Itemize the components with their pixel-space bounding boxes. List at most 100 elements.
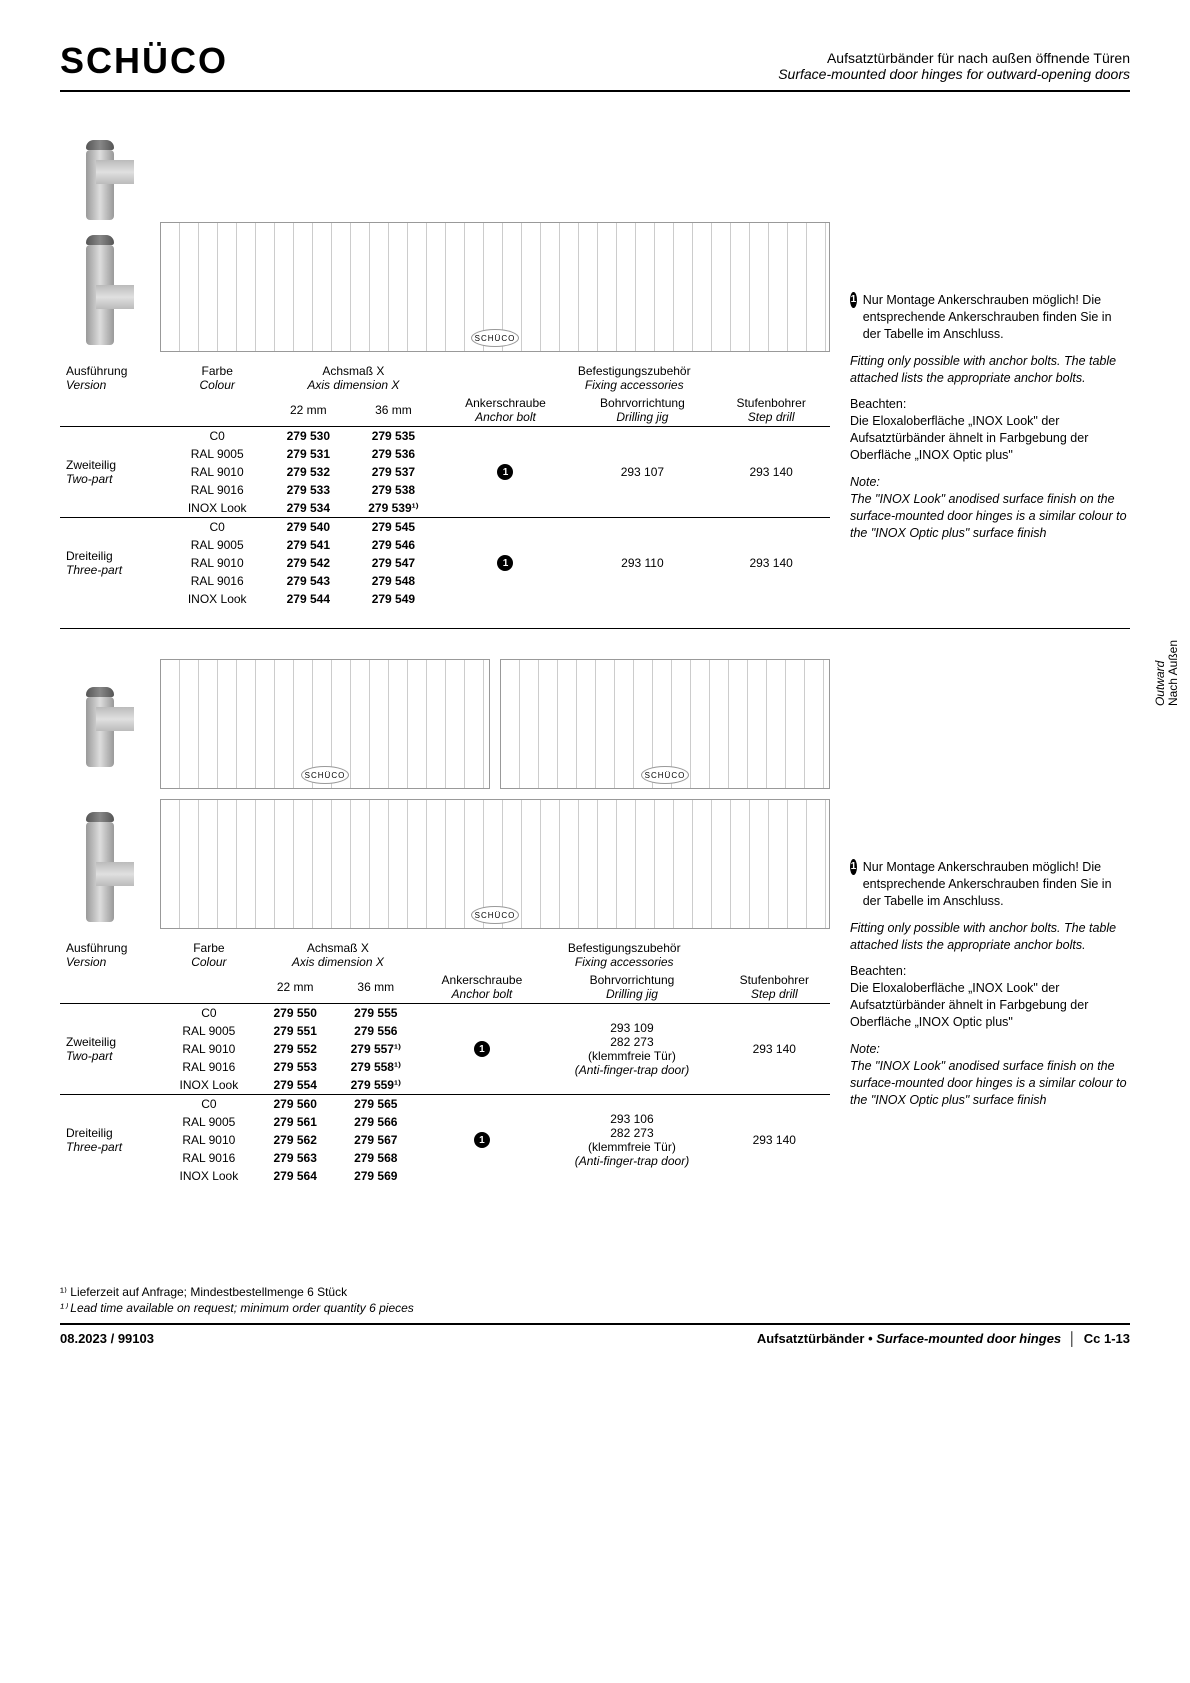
part-36mm: 279 548 <box>348 572 438 590</box>
part-22mm: 279 543 <box>268 572 348 590</box>
colour-cell: RAL 9010 <box>166 554 268 572</box>
hdr-22mm: 22 mm <box>268 394 348 427</box>
colour-cell: RAL 9010 <box>166 463 268 481</box>
part-36mm: 279 555 <box>333 1004 418 1023</box>
part-36mm: 279 546 <box>348 536 438 554</box>
part-36mm: 279 566 <box>333 1113 418 1131</box>
profile-diagram-2a <box>160 659 490 789</box>
step-cell: 293 140 <box>719 1095 830 1186</box>
part-22mm: 279 552 <box>257 1040 333 1058</box>
part-36mm: 279 567 <box>333 1131 418 1149</box>
version-cell: DreiteiligThree-part <box>60 518 166 609</box>
anchor-cell: 1 <box>418 1004 545 1095</box>
hdr-drill-en: Drilling jig <box>616 410 668 424</box>
colour-cell: INOX Look <box>160 1167 257 1185</box>
anchor-cell: 1 <box>438 518 572 609</box>
part-36mm: 279 557¹⁾ <box>333 1040 418 1058</box>
step-cell: 293 140 <box>712 427 830 518</box>
part-36mm: 279 537 <box>348 463 438 481</box>
part-36mm: 279 549 <box>348 590 438 608</box>
hinge-image-two-part <box>60 112 140 212</box>
note1b-de: Nur Montage Ankerschrauben möglich! Die … <box>863 859 1130 910</box>
part-22mm: 279 564 <box>257 1167 333 1185</box>
part-22mm: 279 562 <box>257 1131 333 1149</box>
section-1: AusführungVersion FarbeColour Achsmaß XA… <box>60 112 1130 629</box>
part-22mm: 279 554 <box>257 1076 333 1095</box>
header-title-en: Surface-mounted door hinges for outward-… <box>778 66 1130 82</box>
hdr-36mm: 36 mm <box>348 394 438 427</box>
profile-diagram-2c <box>160 799 830 929</box>
part-36mm: 279 565 <box>333 1095 418 1114</box>
table-row: ZweiteiligTwo-partC0279 550279 5551293 1… <box>60 1004 830 1023</box>
section-2-left: AusführungVersion FarbeColour Achsmaß XA… <box>60 659 830 1185</box>
hdr-fixing-en: Fixing accessories <box>585 378 684 392</box>
part-36mm: 279 536 <box>348 445 438 463</box>
step-cell: 293 140 <box>719 1004 830 1095</box>
colour-cell: C0 <box>166 518 268 537</box>
part-36mm: 279 559¹⁾ <box>333 1076 418 1095</box>
side-tab-en: Outward <box>1153 661 1167 706</box>
hinge-image-two-part-2 <box>60 659 140 759</box>
hdr-version-de: Ausführung <box>66 364 127 378</box>
hdr-drill-de: Bohrvorrichtung <box>600 396 685 410</box>
part-36mm: 279 558¹⁾ <box>333 1058 418 1076</box>
part-22mm: 279 551 <box>257 1022 333 1040</box>
footer-right: Aufsatztürbänder • Surface-mounted door … <box>757 1331 1130 1346</box>
colour-cell: RAL 9005 <box>160 1113 257 1131</box>
footnote-de: ¹⁾ Lieferzeit auf Anfrage; Mindestbestel… <box>60 1285 1130 1299</box>
hdr-fixing-de: Befestigungszubehör <box>578 364 691 378</box>
note-bullet-1-icon: 1 <box>850 292 857 308</box>
colour-cell: INOX Look <box>160 1076 257 1095</box>
part-22mm: 279 530 <box>268 427 348 446</box>
jig-cell: 293 109282 273(klemmfreie Tür)(Anti-fing… <box>545 1004 718 1095</box>
table-2: AusführungVersion FarbeColour Achsmaß XA… <box>60 939 830 1185</box>
version-cell: ZweiteiligTwo-part <box>60 1004 160 1095</box>
table-1: AusführungVersion FarbeColour Achsmaß XA… <box>60 362 830 608</box>
part-22mm: 279 533 <box>268 481 348 499</box>
hdr-version-en: Version <box>66 378 106 392</box>
part-36mm: 279 535 <box>348 427 438 446</box>
anchor-cell: 1 <box>438 427 572 518</box>
section-2: AusführungVersion FarbeColour Achsmaß XA… <box>60 659 1130 1205</box>
hdr-axis-de: Achsmaß X <box>322 364 384 378</box>
footnote-en: ¹⁾ Lead time available on request; minim… <box>60 1301 1130 1315</box>
part-22mm: 279 544 <box>268 590 348 608</box>
hdr-colour-de: Farbe <box>202 364 233 378</box>
part-36mm: 279 568 <box>333 1149 418 1167</box>
table-row: ZweiteiligTwo-partC0279 530279 5351293 1… <box>60 427 830 446</box>
profile-diagram-2b <box>500 659 830 789</box>
colour-cell: RAL 9005 <box>160 1022 257 1040</box>
side-tab-de: Nach Außen <box>1166 640 1180 706</box>
colour-cell: INOX Look <box>166 590 268 608</box>
colour-cell: INOX Look <box>166 499 268 518</box>
colour-cell: RAL 9016 <box>160 1149 257 1167</box>
colour-cell: RAL 9005 <box>166 536 268 554</box>
note2-en: The "INOX Look" anodised surface finish … <box>850 492 1127 540</box>
header-title-de: Aufsatztürbänder für nach außen öffnende… <box>778 50 1130 66</box>
hdr-step-en: Step drill <box>748 410 795 424</box>
hdr-anchor-de: Ankerschraube <box>465 396 546 410</box>
page-header: SCHÜCO Aufsatztürbänder für nach außen ö… <box>60 40 1130 92</box>
part-36mm: 279 569 <box>333 1167 418 1185</box>
part-22mm: 279 550 <box>257 1004 333 1023</box>
part-36mm: 279 545 <box>348 518 438 537</box>
part-22mm: 279 553 <box>257 1058 333 1076</box>
part-22mm: 279 542 <box>268 554 348 572</box>
side-tab: Outward Nach Außen <box>1154 640 1180 706</box>
part-36mm: 279 538 <box>348 481 438 499</box>
colour-cell: C0 <box>166 427 268 446</box>
version-cell: DreiteiligThree-part <box>60 1095 160 1186</box>
table-row: DreiteiligThree-partC0279 560279 5651293… <box>60 1095 830 1114</box>
colour-cell: RAL 9016 <box>160 1058 257 1076</box>
section-2-notes: 1 Nur Montage Ankerschrauben möglich! Di… <box>850 659 1130 1185</box>
part-22mm: 279 534 <box>268 499 348 518</box>
part-36mm: 279 556 <box>333 1022 418 1040</box>
part-22mm: 279 540 <box>268 518 348 537</box>
part-22mm: 279 561 <box>257 1113 333 1131</box>
part-36mm: 279 547 <box>348 554 438 572</box>
table-row: DreiteiligThree-partC0279 540279 5451293… <box>60 518 830 537</box>
footnotes: ¹⁾ Lieferzeit auf Anfrage; Mindestbestel… <box>60 1285 1130 1315</box>
note2-de-lead: Beachten: <box>850 397 906 411</box>
hdr-step-de: Stufenbohrer <box>736 396 805 410</box>
colour-cell: RAL 9010 <box>160 1040 257 1058</box>
